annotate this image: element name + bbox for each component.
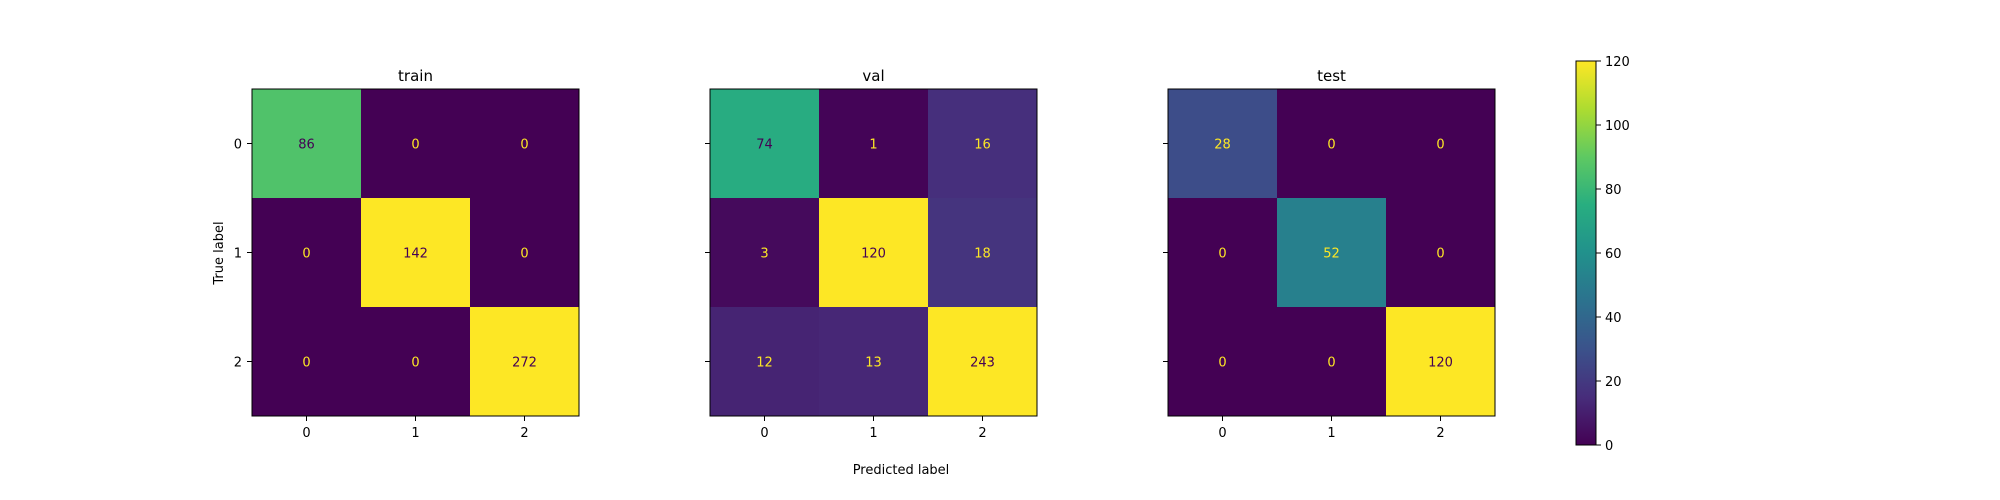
matrix-cell (1386, 198, 1496, 308)
cell-value-label: 142 (403, 247, 428, 262)
cell-value-label: 28 (1214, 138, 1231, 153)
panel-test: test 28 0 0 0 52 0 0 0 120 0 1 2 (1163, 67, 1496, 441)
y-tick-label: 2 (234, 356, 242, 371)
cell-value-label: 12 (756, 356, 773, 371)
x-axis-label: Predicted label (853, 463, 950, 478)
x-tick-label: 1 (1327, 426, 1335, 441)
cell-value-label: 13 (865, 356, 882, 371)
matrix-cell (710, 89, 820, 199)
cell-value-label: 0 (302, 356, 310, 371)
cell-value-label: 0 (411, 138, 419, 153)
cell-value-label: 120 (861, 247, 886, 262)
cell-value-label: 0 (520, 138, 528, 153)
cell-value-label: 74 (756, 138, 773, 153)
colorbar-gradient (1575, 60, 1597, 446)
matrix-cell (361, 307, 471, 417)
matrix-cell (470, 307, 580, 417)
cell-value-label: 16 (974, 138, 991, 153)
colorbar-tick-label: 100 (1605, 119, 1630, 134)
cell-value-label: 0 (1327, 356, 1335, 371)
cell-value-label: 0 (1327, 138, 1335, 153)
matrix-cell (819, 198, 929, 308)
colorbar: 0 20 40 60 80 100 120 (1575, 55, 1630, 454)
matrix-cell (1386, 307, 1496, 417)
cell-value-label: 1 (869, 138, 877, 153)
matrix-cell (252, 198, 362, 308)
cell-value-label: 0 (520, 247, 528, 262)
x-tick-label: 1 (869, 426, 877, 441)
cell-value-label: 0 (1218, 356, 1226, 371)
matrix-cell (1277, 307, 1387, 417)
cell-value-label: 86 (298, 138, 315, 153)
cell-value-label: 272 (512, 356, 537, 371)
matrix-cell (928, 89, 1038, 199)
y-tick-label: 1 (234, 247, 242, 262)
colorbar-tick-label: 0 (1605, 439, 1613, 454)
panel-title: val (862, 67, 884, 85)
x-tick-label: 0 (760, 426, 768, 441)
matrix-cell (710, 198, 820, 308)
cell-value-label: 243 (970, 356, 995, 371)
matrix-cell (710, 307, 820, 417)
matrix-cell (361, 89, 471, 199)
cell-value-label: 18 (974, 247, 991, 262)
panel-train: train 86 0 0 0 142 0 0 0 272 0 1 2 0 1 2 (234, 67, 580, 441)
cell-value-label: 0 (411, 356, 419, 371)
matrix-cell (1386, 89, 1496, 199)
y-tick-label: 0 (234, 138, 242, 153)
x-tick-label: 2 (1436, 426, 1444, 441)
x-tick-label: 0 (1218, 426, 1226, 441)
matrix-cell (819, 89, 929, 199)
y-axis-label: True label (212, 221, 227, 285)
matrix-cell (361, 198, 471, 308)
colorbar-tick-label: 20 (1605, 375, 1622, 390)
matrix-cell (1168, 198, 1278, 308)
colorbar-tick-label: 60 (1605, 247, 1622, 262)
matrix-cell (928, 307, 1038, 417)
x-tick-label: 1 (411, 426, 419, 441)
matrix-cell (252, 307, 362, 417)
cell-value-label: 120 (1428, 356, 1453, 371)
matrix-cell (1277, 89, 1387, 199)
colorbar-tick-label: 80 (1605, 183, 1622, 198)
matrix-cell (470, 198, 580, 308)
matrix-cell (819, 307, 929, 417)
cell-value-label: 0 (1436, 247, 1444, 262)
matrix-cell (1168, 89, 1278, 199)
x-tick-label: 0 (302, 426, 310, 441)
panel-title: test (1317, 67, 1346, 85)
x-tick-label: 2 (978, 426, 986, 441)
matrix-cell (470, 89, 580, 199)
cell-value-label: 52 (1323, 247, 1340, 262)
cell-value-label: 0 (1218, 247, 1226, 262)
cell-value-label: 0 (302, 247, 310, 262)
colorbar-tick-label: 40 (1605, 311, 1622, 326)
cell-value-label: 0 (1436, 138, 1444, 153)
matrix-cell (928, 198, 1038, 308)
x-tick-label: 2 (520, 426, 528, 441)
matrix-cell (1277, 198, 1387, 308)
matrix-cell (1168, 307, 1278, 417)
panel-title: train (398, 67, 433, 85)
matrix-cell (252, 89, 362, 199)
colorbar-tick-label: 120 (1605, 55, 1630, 70)
cell-value-label: 3 (760, 247, 768, 262)
